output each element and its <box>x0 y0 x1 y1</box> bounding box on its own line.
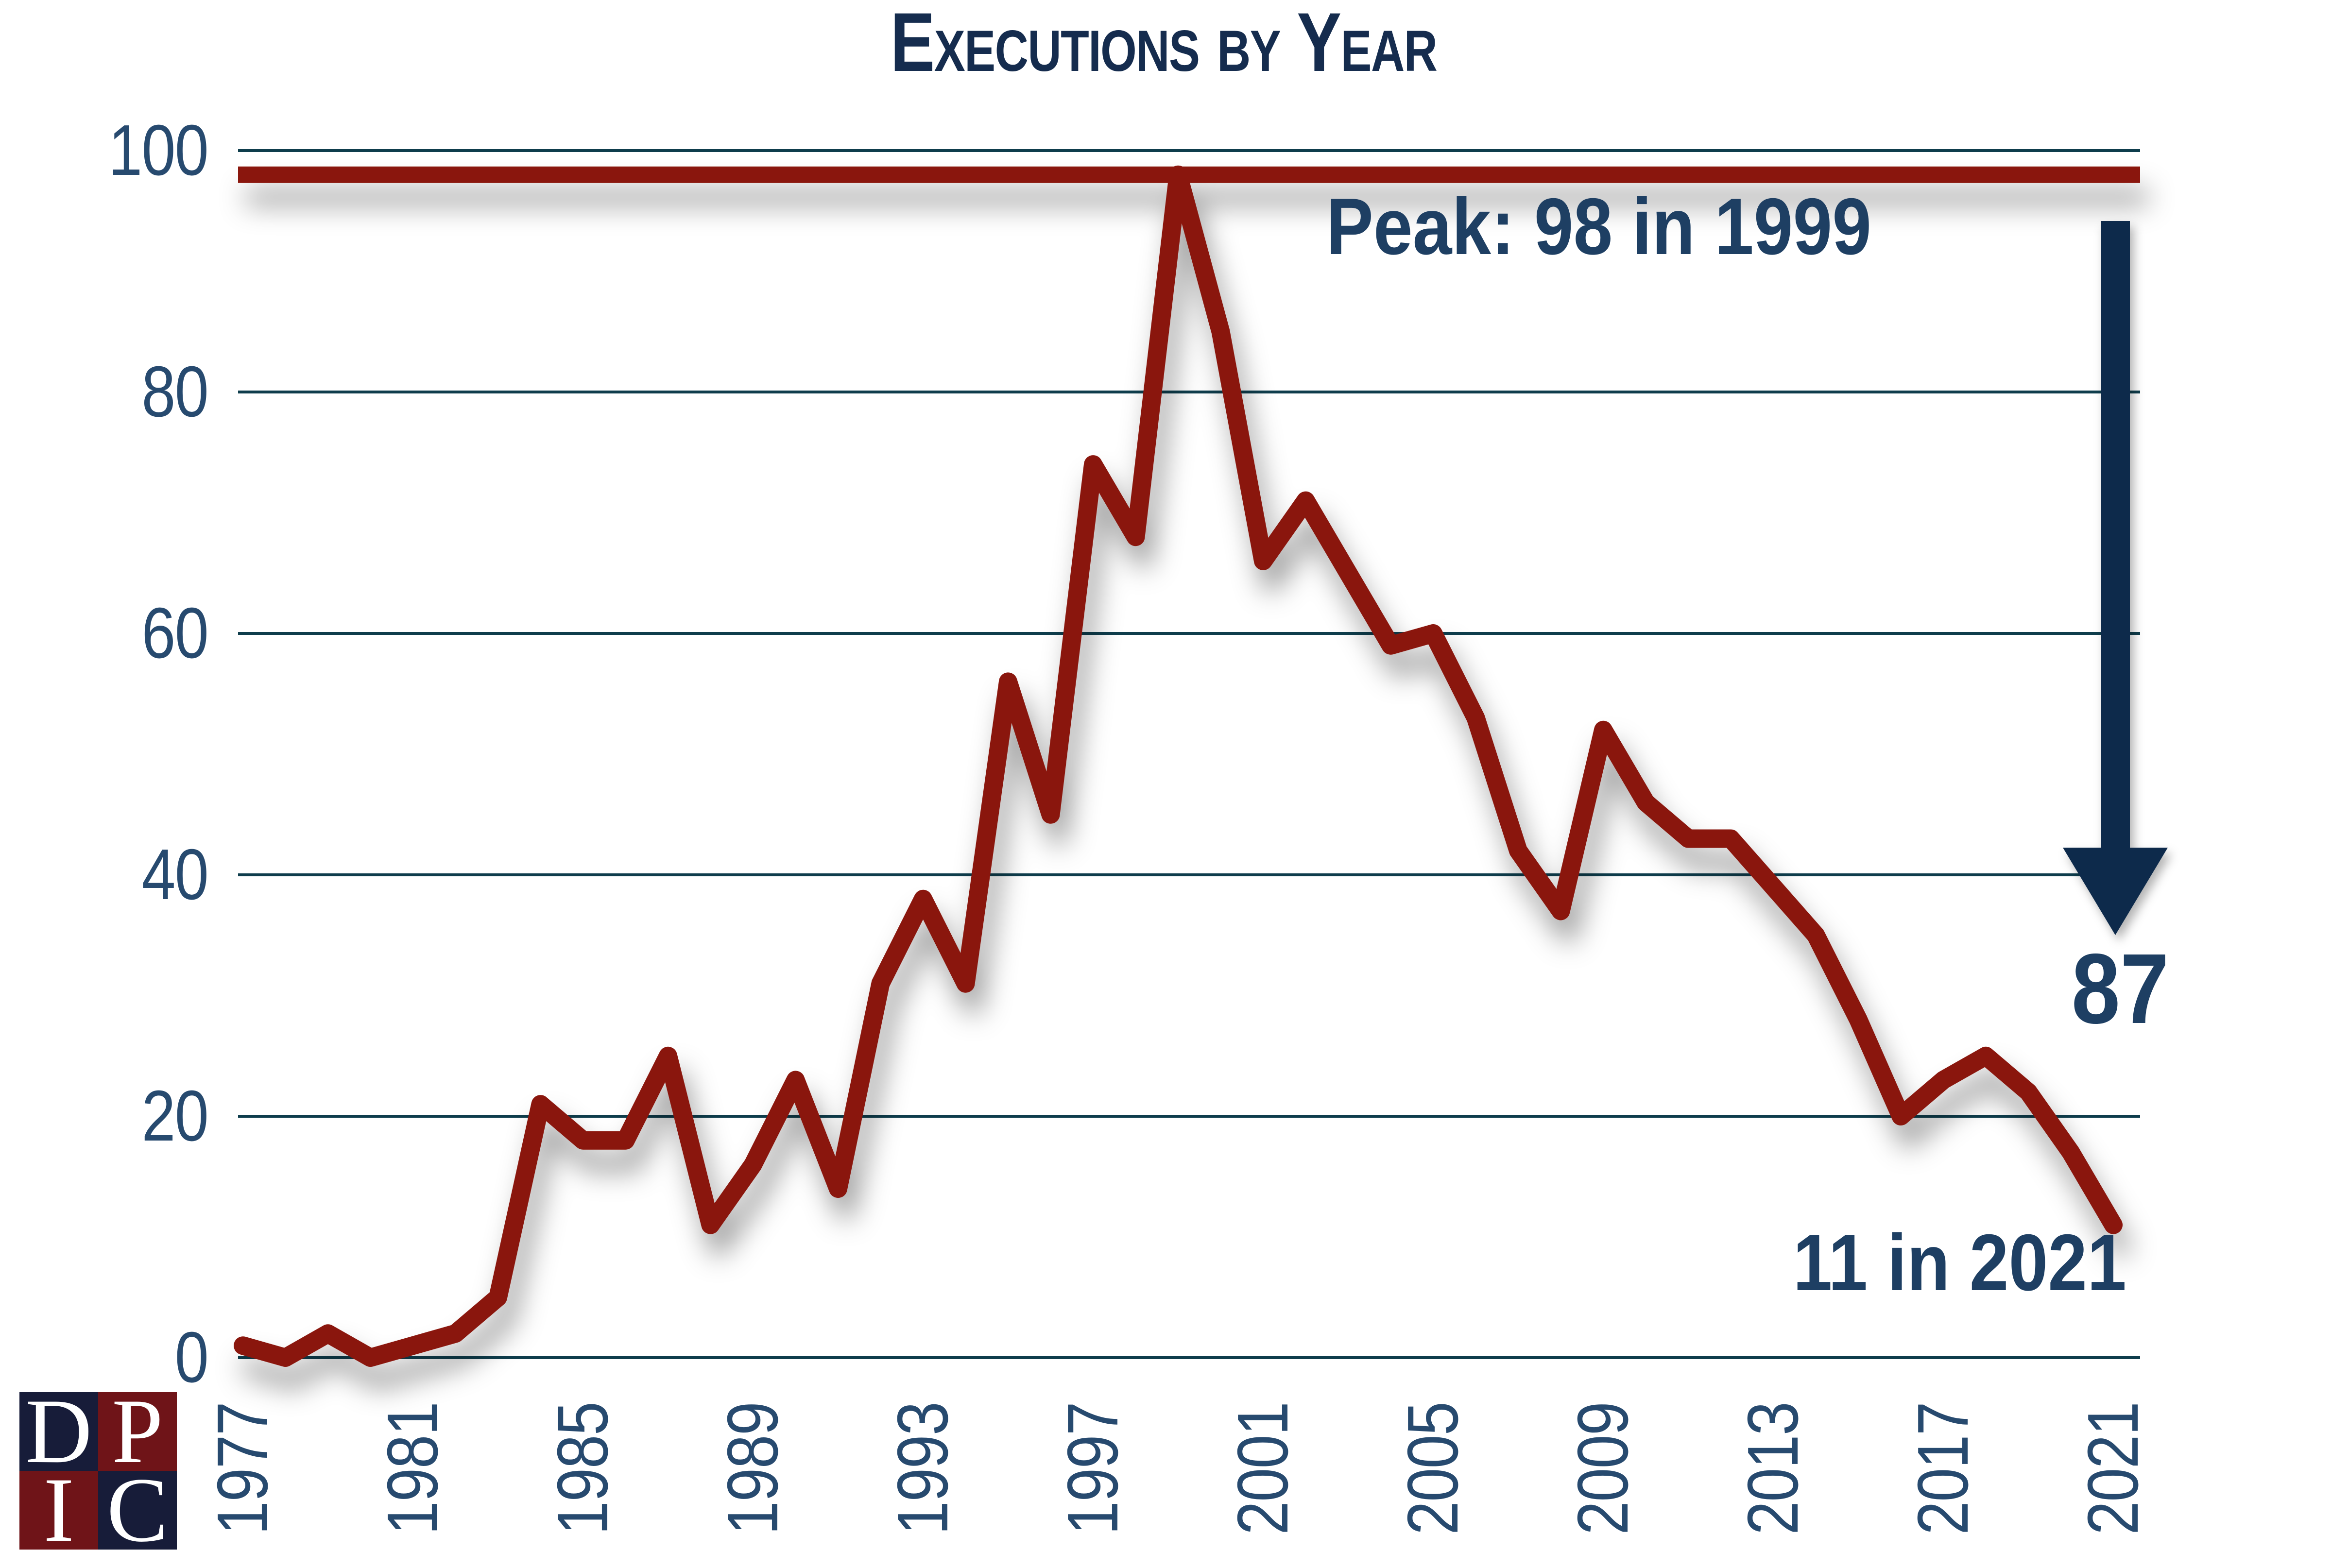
dpic-logo-letter-c: C <box>98 1464 177 1556</box>
x-axis-tick-label-2021: 2021 <box>2073 1402 2153 1535</box>
dpic-logo: D P I C <box>19 1385 177 1556</box>
peak-annotation: Peak: 98 in 1999 <box>1326 182 1872 271</box>
x-axis-tick-label-2009: 2009 <box>1563 1402 1643 1535</box>
executions-line <box>234 165 2123 1367</box>
y-axis-tick-label-20: 20 <box>141 1076 208 1156</box>
dpic-logo-letter-d: D <box>19 1385 98 1478</box>
chart-title: Executions by Year <box>890 0 1438 89</box>
x-axis-tick-label-2013: 2013 <box>1733 1402 1813 1535</box>
y-axis-tick-label-40: 40 <box>141 835 208 915</box>
x-axis-tick-label-2001: 2001 <box>1223 1402 1303 1535</box>
dpic-logo-letter-p: P <box>98 1385 177 1478</box>
x-axis-tick-label-1993: 1993 <box>883 1402 963 1535</box>
x-axis-tick-label-2017: 2017 <box>1903 1402 1983 1535</box>
y-axis-tick-label-60: 60 <box>141 593 208 673</box>
dpic-logo-letter-i: I <box>19 1464 98 1556</box>
y-axis-tick-label-0: 0 <box>174 1317 209 1398</box>
x-axis-tick-label-2005: 2005 <box>1393 1402 1473 1535</box>
x-axis-tick-label-1997: 1997 <box>1053 1402 1133 1535</box>
x-axis-tick-label-1989: 1989 <box>713 1402 793 1535</box>
y-axis-tick-label-100: 100 <box>108 110 208 190</box>
decline-amount-label: 87 <box>2071 933 2169 1044</box>
x-axis-tick-label-1977: 1977 <box>203 1402 283 1535</box>
x-axis-tick-label-1985: 1985 <box>543 1402 623 1535</box>
latest-value-annotation: 11 in 2021 <box>1793 1218 2126 1307</box>
y-axis-tick-label-80: 80 <box>141 352 208 432</box>
decline-arrow-icon <box>2063 221 2168 935</box>
x-axis-tick-label-1981: 1981 <box>373 1402 453 1535</box>
